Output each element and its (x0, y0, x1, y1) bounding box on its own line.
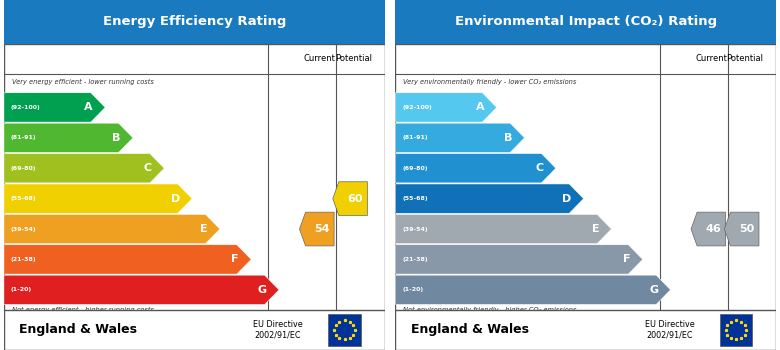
Text: 60: 60 (348, 194, 363, 204)
Text: EU Directive
2002/91/EC: EU Directive 2002/91/EC (644, 320, 694, 340)
Text: F: F (623, 254, 630, 265)
Polygon shape (333, 182, 367, 216)
Polygon shape (395, 154, 556, 183)
Polygon shape (4, 245, 251, 274)
Bar (328, 314, 360, 346)
Polygon shape (4, 214, 220, 244)
Text: Potential: Potential (726, 54, 763, 63)
Text: England & Wales: England & Wales (20, 323, 137, 336)
Text: (81-91): (81-91) (402, 135, 428, 140)
Text: (81-91): (81-91) (11, 135, 37, 140)
Polygon shape (300, 212, 334, 246)
Polygon shape (395, 184, 583, 213)
Text: (39-54): (39-54) (402, 226, 428, 232)
Text: C: C (144, 163, 152, 173)
Text: D: D (562, 194, 572, 204)
Text: (39-54): (39-54) (11, 226, 37, 232)
Polygon shape (395, 275, 671, 304)
Text: A: A (84, 103, 93, 112)
Text: Environmental Impact (CO₂) Rating: Environmental Impact (CO₂) Rating (455, 15, 717, 28)
Bar (395, 310, 776, 350)
Text: Potential: Potential (335, 54, 371, 63)
Text: C: C (536, 163, 544, 173)
Polygon shape (395, 214, 612, 244)
Text: D: D (171, 194, 180, 204)
Text: E: E (200, 224, 207, 234)
Polygon shape (395, 245, 643, 274)
Text: Current: Current (696, 54, 727, 63)
Text: Current: Current (304, 54, 335, 63)
Polygon shape (4, 123, 133, 153)
Text: (21-38): (21-38) (402, 257, 428, 262)
Polygon shape (691, 212, 725, 246)
Text: Not environmentally friendly - higher CO₂ emissions: Not environmentally friendly - higher CO… (403, 307, 576, 313)
Text: E: E (591, 224, 599, 234)
Text: Energy Efficiency Rating: Energy Efficiency Rating (102, 15, 286, 28)
Bar (4, 44, 385, 350)
Text: Very energy efficient - lower running costs: Very energy efficient - lower running co… (12, 79, 154, 85)
Polygon shape (4, 154, 165, 183)
Polygon shape (395, 123, 524, 153)
Text: England & Wales: England & Wales (411, 323, 529, 336)
Text: G: G (257, 285, 267, 295)
Text: EU Directive
2002/91/EC: EU Directive 2002/91/EC (253, 320, 303, 340)
Text: (1-20): (1-20) (402, 287, 424, 292)
Polygon shape (4, 184, 192, 213)
Text: 54: 54 (314, 224, 330, 234)
Polygon shape (725, 212, 759, 246)
Bar (395, 44, 776, 350)
Text: B: B (112, 133, 121, 143)
Text: (69-80): (69-80) (402, 166, 427, 171)
Text: (69-80): (69-80) (11, 166, 36, 171)
Text: (55-68): (55-68) (11, 196, 37, 201)
Bar (4, 0, 385, 44)
Text: (92-100): (92-100) (402, 105, 432, 110)
Text: (21-38): (21-38) (11, 257, 37, 262)
Polygon shape (4, 93, 105, 122)
Text: Not energy efficient - higher running costs: Not energy efficient - higher running co… (12, 307, 154, 313)
Text: (1-20): (1-20) (11, 287, 32, 292)
Bar (395, 0, 776, 44)
Text: Very environmentally friendly - lower CO₂ emissions: Very environmentally friendly - lower CO… (403, 79, 576, 85)
Text: 46: 46 (706, 224, 722, 234)
Bar (720, 314, 752, 346)
Text: F: F (232, 254, 239, 265)
Text: (55-68): (55-68) (402, 196, 428, 201)
Text: A: A (476, 103, 484, 112)
Polygon shape (4, 275, 279, 304)
Text: 50: 50 (739, 224, 754, 234)
Polygon shape (395, 93, 497, 122)
Text: B: B (504, 133, 512, 143)
Bar (4, 310, 385, 350)
Text: G: G (649, 285, 658, 295)
Text: (92-100): (92-100) (11, 105, 41, 110)
